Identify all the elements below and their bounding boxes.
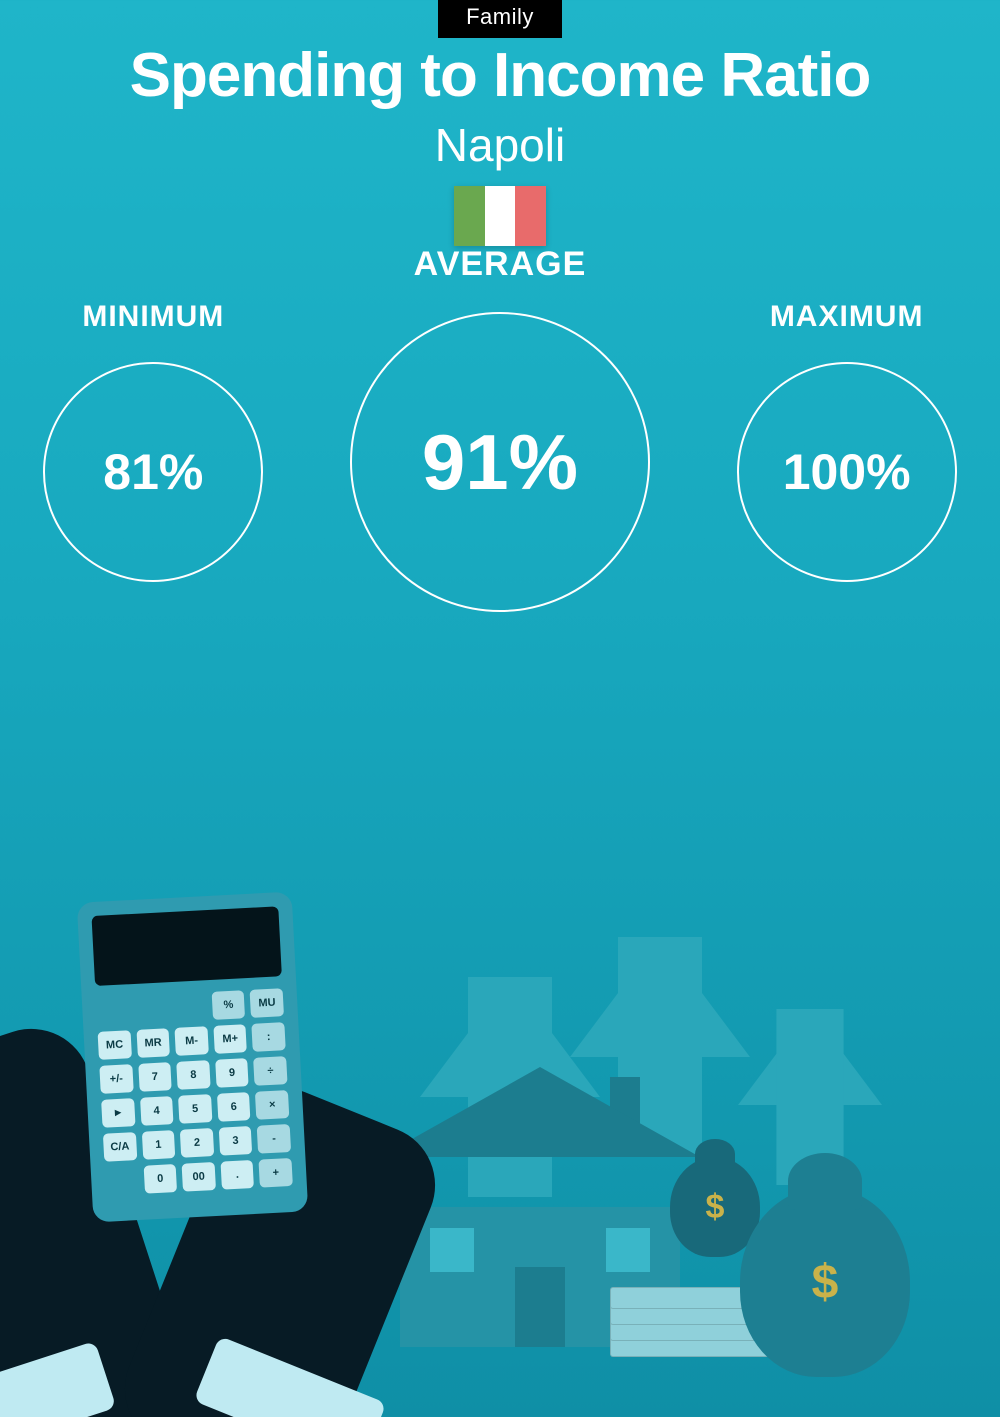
flag-bar — [454, 186, 485, 246]
stat-minimum: MINIMUM 81% — [43, 300, 263, 582]
calculator-key: 8 — [176, 1060, 210, 1090]
page-title: Spending to Income Ratio — [0, 40, 1000, 111]
hands-calculator-icon: %MU MCMRM-M+: +/-789÷ ►456× C/A123- 000.+ — [0, 857, 420, 1417]
calculator-key: 2 — [180, 1128, 214, 1158]
stat-circle-average: 91% — [350, 312, 650, 612]
stat-label-minimum: MINIMUM — [82, 300, 224, 334]
calculator-key: ► — [101, 1098, 135, 1128]
calculator-key: 4 — [140, 1096, 174, 1126]
stat-value-average: 91% — [422, 417, 578, 508]
calculator-key: M+ — [213, 1024, 247, 1054]
flag-bar — [485, 186, 516, 246]
arrow-up-icon — [420, 977, 600, 1097]
bottom-illustration: $ $ %MU MCMRM-M+: +/-789÷ ►456× C/A123- 000.+ — [0, 797, 1000, 1417]
calculator-key: 9 — [215, 1058, 249, 1088]
calculator-key: 00 — [182, 1162, 216, 1192]
category-badge-wrap: Family — [0, 0, 1000, 38]
calculator-key: ÷ — [254, 1056, 288, 1086]
arrow-up-icon — [570, 937, 750, 1057]
calculator-key: 3 — [219, 1126, 253, 1156]
calculator-key: + — [259, 1158, 293, 1188]
stat-value-minimum: 81% — [103, 443, 203, 501]
calculator-key: M- — [175, 1026, 209, 1056]
arrow-up-icon — [738, 1009, 882, 1105]
calculator-key: 6 — [217, 1092, 251, 1122]
italy-flag-icon — [454, 186, 546, 246]
stats-row: MINIMUM 81% AVERAGE 91% MAXIMUM 100% — [0, 300, 1000, 612]
calculator-key: × — [255, 1090, 289, 1120]
flag-wrap — [0, 186, 1000, 246]
calculator-key: MR — [136, 1028, 170, 1058]
calculator-key: 7 — [138, 1062, 172, 1092]
cash-stack-icon — [610, 1287, 770, 1357]
category-badge: Family — [438, 0, 562, 38]
stat-label-maximum: MAXIMUM — [770, 300, 924, 334]
calculator-key: MU — [250, 988, 284, 1018]
calculator-key: 1 — [141, 1130, 175, 1160]
stat-label-average: AVERAGE — [414, 245, 587, 284]
city-name: Napoli — [0, 118, 1000, 172]
calculator-key: 5 — [178, 1094, 212, 1124]
calculator-key: - — [257, 1124, 291, 1154]
stat-circle-maximum: 100% — [737, 362, 957, 582]
stat-circle-minimum: 81% — [43, 362, 263, 582]
calculator-key: % — [211, 990, 245, 1020]
flag-bar — [515, 186, 546, 246]
calculator-key: : — [252, 1022, 286, 1052]
calculator-key: . — [220, 1160, 254, 1190]
money-bag-icon: $ — [740, 1187, 910, 1377]
stat-value-maximum: 100% — [783, 443, 911, 501]
stat-maximum: MAXIMUM 100% — [737, 300, 957, 582]
calculator-icon: %MU MCMRM-M+: +/-789÷ ►456× C/A123- 000.+ — [77, 892, 308, 1223]
calculator-key: 0 — [143, 1164, 177, 1194]
calculator-key: MC — [98, 1030, 132, 1060]
calculator-key: +/- — [99, 1064, 133, 1094]
house-icon — [400, 1137, 680, 1347]
money-bag-icon: $ — [670, 1157, 760, 1257]
stat-average: AVERAGE 91% — [350, 245, 650, 612]
calculator-key: C/A — [103, 1132, 137, 1162]
